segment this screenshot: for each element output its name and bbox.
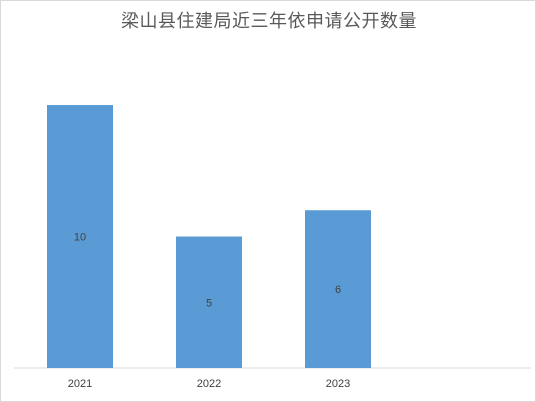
bar-2021 bbox=[47, 105, 113, 368]
x-tick-label-2022: 2022 bbox=[197, 378, 221, 390]
data-label-2021: 10 bbox=[74, 232, 86, 244]
chart-title: 梁山县住建局近三年依申请公开数量 bbox=[121, 11, 417, 32]
x-tick-label-2023: 2023 bbox=[326, 378, 350, 390]
bar-2022 bbox=[176, 236, 242, 368]
data-label-2022: 5 bbox=[206, 297, 212, 309]
data-label-2023: 6 bbox=[335, 284, 341, 296]
x-tick-label-2021: 2021 bbox=[68, 378, 92, 390]
bar-2023 bbox=[305, 210, 371, 368]
